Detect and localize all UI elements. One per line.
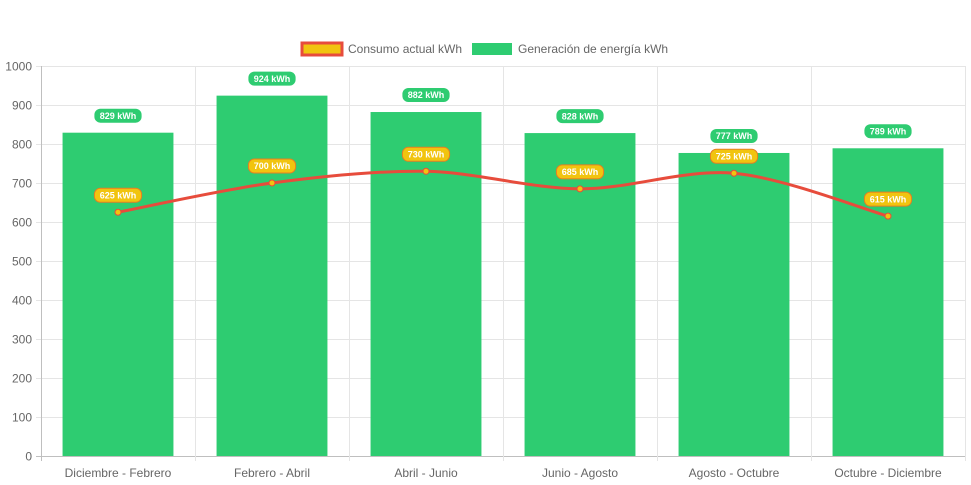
- bar-data-label: 924 kWh: [248, 71, 296, 86]
- bar-data-label-text: 789 kWh: [870, 126, 907, 136]
- line-data-label-bg: [93, 187, 143, 203]
- line-data-label-bg: [709, 148, 759, 164]
- y-tick-label: 300: [12, 333, 32, 347]
- line-point: [422, 167, 430, 175]
- grid: [36, 66, 966, 461]
- x-tick-label: Junio - Agosto: [542, 466, 618, 480]
- bar-series: [62, 95, 944, 457]
- legend-label-generacion: Generación de energía kWh: [518, 42, 668, 56]
- line-data-label-text: 615 kWh: [870, 194, 907, 204]
- line-data-label-bg: [247, 158, 297, 174]
- line-data-label-bg: [401, 146, 451, 162]
- bar-data-label: 789 kWh: [864, 124, 912, 139]
- x-tick-label: Abril - Junio: [394, 466, 458, 480]
- bar-data-label: 882 kWh: [402, 88, 450, 103]
- line-data-labels: 625 kWh 700 kWh 730 kWh 685 kWh 725 kWh 615 k…: [93, 146, 913, 207]
- y-tick-label: 900: [12, 99, 32, 113]
- bar-data-label-bg: [94, 108, 142, 123]
- line-data-label: 730 kWh: [401, 146, 451, 162]
- y-tick-label: 1000: [5, 60, 32, 74]
- legend-swatch-generacion: [472, 43, 512, 55]
- line-data-label-text: 730 kWh: [408, 150, 445, 160]
- bar-data-label-text: 829 kWh: [100, 111, 137, 121]
- bar-data-label: 829 kWh: [94, 108, 142, 123]
- line-point: [576, 185, 584, 193]
- y-tick-label: 500: [12, 255, 32, 269]
- y-tick-label: 700: [12, 177, 32, 191]
- bar-data-label-bg: [864, 124, 912, 139]
- x-tick-label: Octubre - Diciembre: [834, 466, 942, 480]
- legend-label-consumo: Consumo actual kWh: [348, 42, 462, 56]
- x-tick-label: Agosto - Octubre: [689, 466, 780, 480]
- line-data-label-bg: [555, 164, 605, 180]
- y-tick-label: 100: [12, 411, 32, 425]
- legend-item-consumo[interactable]: Consumo actual kWh: [300, 41, 462, 57]
- line-data-label-text: 685 kWh: [562, 167, 599, 177]
- legend-item-generacion[interactable]: Generación de energía kWh: [472, 42, 668, 56]
- bar: [62, 132, 174, 456]
- line-data-label-text: 625 kWh: [100, 190, 137, 200]
- x-tick-label: Diciembre - Febrero: [65, 466, 172, 480]
- bar-data-label-bg: [556, 109, 604, 124]
- bar-data-label-text: 924 kWh: [254, 74, 291, 84]
- y-tick-label: 200: [12, 372, 32, 386]
- y-tick-label: 400: [12, 294, 32, 308]
- x-axis: Diciembre - Febrero Febrero - Abril Abril …: [65, 466, 942, 480]
- line-data-label: 700 kWh: [247, 158, 297, 174]
- y-tick-label: 800: [12, 138, 32, 152]
- bar: [524, 133, 636, 456]
- bar-data-label-bg: [402, 88, 450, 103]
- legend: Consumo actual kWh Generación de energía…: [300, 41, 668, 57]
- line-point: [114, 208, 122, 216]
- legend-swatch-consumo: [300, 41, 344, 57]
- bar-data-label-bg: [248, 71, 296, 86]
- y-tick-label: 0: [25, 450, 32, 464]
- bar-data-label-bg: [710, 128, 758, 143]
- bar-data-label: 828 kWh: [556, 109, 604, 124]
- line-data-label-text: 725 kWh: [716, 151, 753, 161]
- bar: [678, 152, 790, 456]
- bar-data-labels: 829 kWh 924 kWh 882 kWh 828 kWh 777 kWh 789 k…: [94, 71, 912, 143]
- y-tick-label: 600: [12, 216, 32, 230]
- line-point: [730, 169, 738, 177]
- bar: [216, 95, 328, 456]
- line-data-label-bg: [863, 191, 913, 207]
- bar-data-label-text: 882 kWh: [408, 90, 445, 100]
- bar: [370, 112, 482, 457]
- line-point: [268, 179, 276, 187]
- line-series: [114, 167, 892, 220]
- line-data-label: 615 kWh: [863, 191, 913, 207]
- bar-data-label-text: 777 kWh: [716, 131, 753, 141]
- x-tick-label: Febrero - Abril: [234, 466, 310, 480]
- bar-data-label: 777 kWh: [710, 128, 758, 143]
- line-data-label: 685 kWh: [555, 164, 605, 180]
- bar-data-label-text: 828 kWh: [562, 111, 599, 121]
- consumo-line: [117, 169, 889, 218]
- line-data-label: 725 kWh: [709, 148, 759, 164]
- line-point: [884, 212, 892, 220]
- line-data-label-text: 700 kWh: [254, 161, 291, 171]
- y-axis: 0 100 200 300 400 500 600 700 800 900 1000: [5, 60, 32, 464]
- line-data-label: 625 kWh: [93, 187, 143, 203]
